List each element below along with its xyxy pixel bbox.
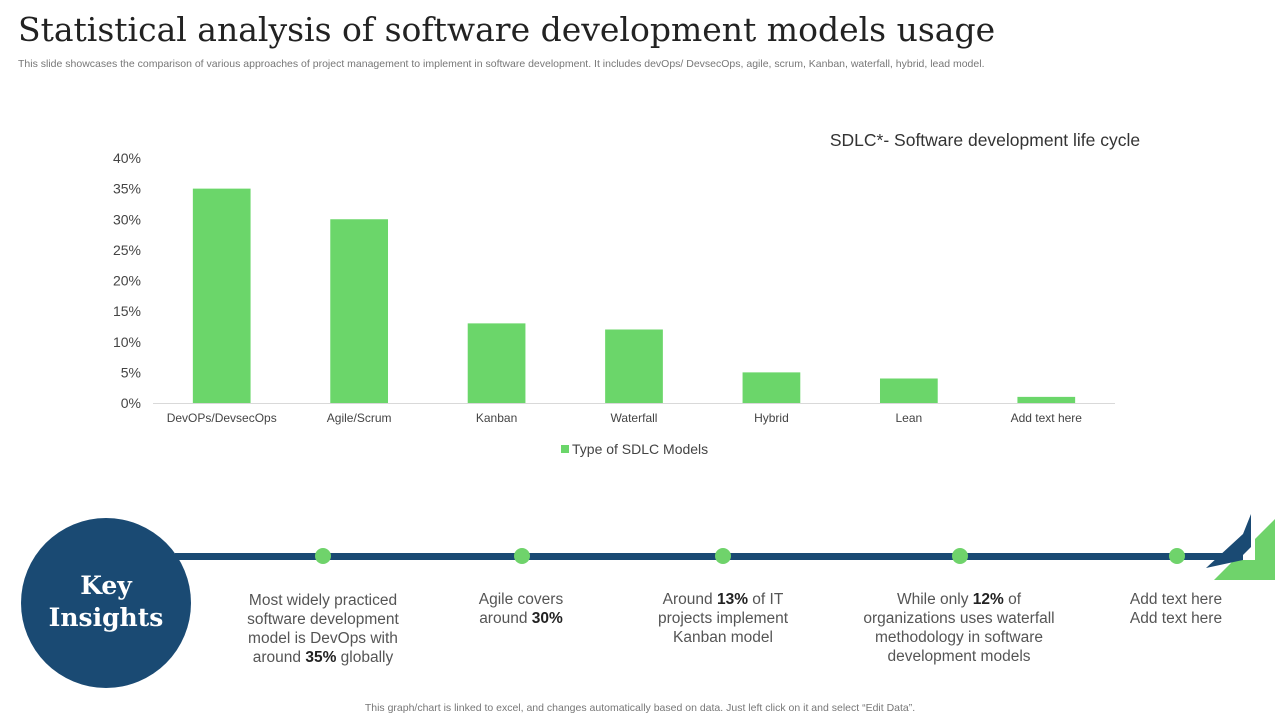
key-insights-circle [21, 518, 191, 688]
insight-4: While only 12% of organizations uses wat… [863, 591, 1055, 665]
page-subtitle: This slide showcases the comparison of v… [18, 58, 985, 70]
x-axis: DevOPs/DevsecOps Agile/Scrum Kanban Waterfa… [153, 403, 1115, 425]
y-tick-label: 20% [113, 273, 141, 289]
insight-1: Most widely practiced software developme… [247, 592, 399, 666]
bar [742, 372, 801, 403]
y-tick-label: 10% [113, 334, 141, 350]
timeline-dot [315, 548, 331, 564]
timeline-dot [514, 548, 530, 564]
x-tick-label: Lean [896, 411, 923, 425]
bar [1017, 396, 1076, 403]
timeline-dot [952, 548, 968, 564]
x-tick-label: Hybrid [754, 411, 789, 425]
bar [467, 323, 526, 403]
bars [192, 188, 1076, 403]
bar [605, 329, 663, 403]
y-tick-label: 5% [121, 364, 141, 380]
bar-chart: SDLC*- Software development life cycle 0… [113, 130, 1140, 457]
insight-2: Agile covers around 30% [478, 591, 564, 627]
legend-swatch [561, 445, 569, 453]
timeline-dot [1169, 548, 1185, 564]
bar [879, 378, 938, 403]
insight-5: Add text here Add text here [1129, 591, 1223, 627]
x-tick-label: Kanban [476, 411, 517, 425]
footer-note: This graph/chart is linked to excel, and… [364, 702, 916, 714]
page-title: Statistical analysis of software develop… [18, 10, 996, 49]
y-tick-label: 35% [113, 181, 141, 197]
y-tick-label: 25% [113, 242, 141, 258]
timeline-dot [715, 548, 731, 564]
legend: Type of SDLC Models [561, 441, 708, 457]
legend-label: Type of SDLC Models [572, 441, 708, 457]
x-tick-label: Add text here [1011, 411, 1083, 425]
y-tick-label: 30% [113, 211, 141, 227]
y-tick-label: 15% [113, 303, 141, 319]
y-tick-label: 0% [121, 395, 141, 411]
y-axis: 0% 5% 10% 15% 20% 25% 30% 35% 40% [113, 150, 141, 411]
insight-3: Around 13% of IT projects implement Kanb… [657, 591, 789, 646]
chart-title: SDLC*- Software development life cycle [830, 130, 1140, 150]
x-tick-label: DevOPs/DevsecOps [167, 411, 277, 425]
timeline-line [175, 553, 1235, 560]
arrow-corner-icon [1206, 514, 1275, 580]
x-tick-label: Agile/Scrum [327, 411, 392, 425]
bar [330, 219, 389, 403]
y-tick-label: 40% [113, 150, 141, 166]
key-insights-title: Key Insights [48, 571, 164, 632]
bar [192, 188, 251, 403]
x-tick-label: Waterfall [611, 411, 658, 425]
